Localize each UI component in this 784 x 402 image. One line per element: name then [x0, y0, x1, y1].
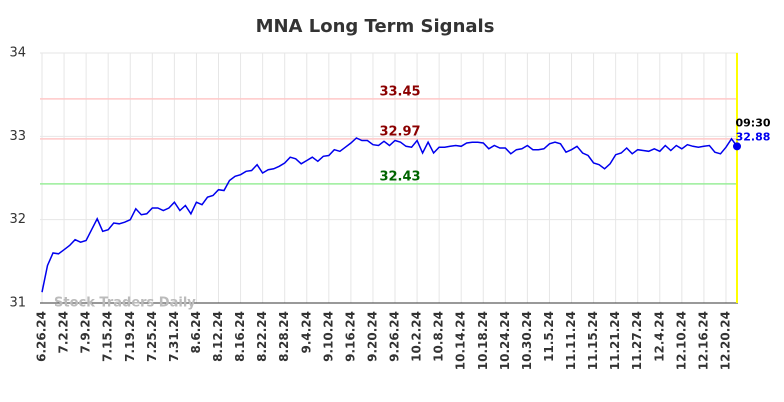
x-tick-label: 7.9.24: [79, 311, 93, 354]
y-tick-label: 34: [9, 46, 26, 61]
x-tick-label: 12.10.24: [674, 311, 688, 370]
chart-title: MNA Long Term Signals: [256, 16, 495, 37]
x-tick-label: 9.20.24: [365, 311, 379, 362]
price-line: [41, 137, 738, 293]
x-tick-label: 8.22.24: [255, 311, 269, 362]
x-tick-label: 7.15.24: [101, 311, 115, 362]
x-tick-label: 10.14.24: [454, 311, 468, 370]
x-tick-label: 12.4.24: [652, 311, 666, 362]
x-tick-label: 7.31.24: [167, 311, 181, 362]
x-tick-label: 9.16.24: [343, 311, 357, 362]
x-tick-label: 7.19.24: [123, 311, 137, 362]
signal-label: 32.43: [379, 169, 420, 184]
x-tick-label: 11.15.24: [586, 311, 600, 370]
x-tick-label: 11.11.24: [564, 311, 578, 370]
x-tick-label: 8.16.24: [233, 311, 247, 362]
x-tick-label: 6.26.24: [35, 311, 49, 362]
y-tick-label: 32: [9, 212, 26, 227]
x-tick-label: 7.2.24: [57, 311, 71, 354]
x-tick-label: 10.2.24: [410, 311, 424, 362]
y-tick-label: 31: [9, 296, 26, 311]
x-tick-label: 8.28.24: [277, 311, 291, 362]
signal-label: 32.97: [379, 124, 420, 139]
x-tick-label: 10.8.24: [432, 311, 446, 362]
last-point: [733, 142, 741, 151]
x-tick-label: 10.24.24: [498, 311, 512, 370]
watermark: Stock Traders Daily: [54, 296, 196, 311]
x-tick-label: 10.30.24: [520, 311, 534, 370]
x-tick-label: 11.21.24: [608, 311, 622, 370]
x-tick-label: 9.4.24: [299, 311, 313, 354]
x-tick-label: 8.12.24: [211, 311, 225, 362]
y-tick-label: 33: [9, 129, 26, 144]
signal-label: 33.45: [379, 84, 420, 99]
x-tick-label: 12.16.24: [696, 311, 710, 370]
x-tick-label: 9.26.24: [388, 311, 402, 362]
x-tick-label: 11.27.24: [630, 311, 644, 370]
last-time: 09:30: [735, 116, 770, 129]
x-tick-label: 10.18.24: [476, 311, 490, 370]
last-value: 32.88: [736, 130, 771, 143]
x-tick-label: 9.10.24: [321, 311, 335, 362]
x-tick-label: 8.6.24: [189, 311, 203, 354]
x-tick-label: 7.25.24: [145, 311, 159, 362]
x-tick-label: 12.20.24: [718, 311, 732, 370]
x-tick-label: 11.5.24: [542, 311, 556, 362]
